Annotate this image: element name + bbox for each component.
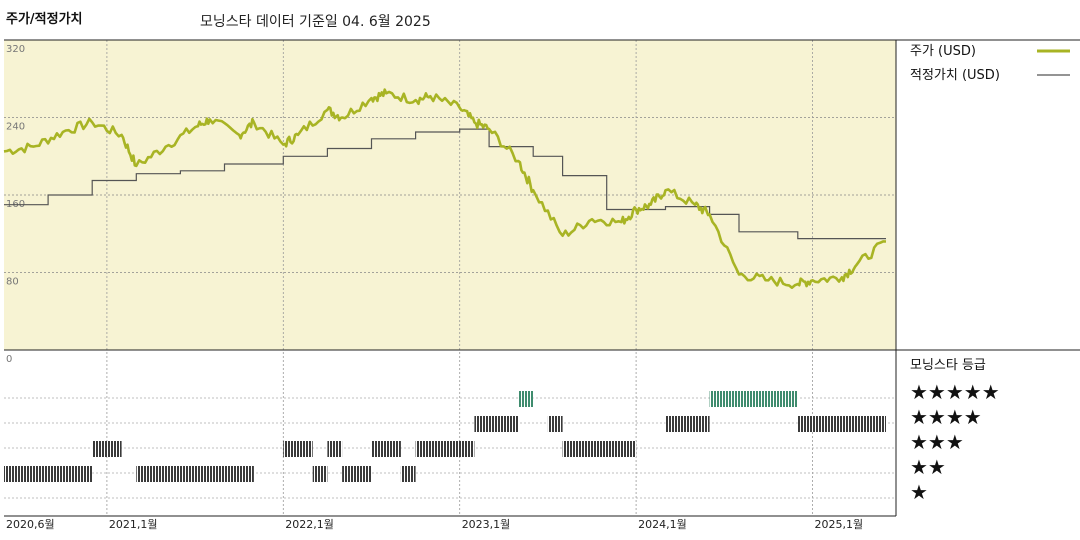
chart-subtitle: 모닝스타 데이터 기준일 04. 6월 2025 [200,14,431,30]
legend-fair-label: 적정가치 (USD) [910,68,1000,83]
rating-bar-segment [547,416,563,432]
rating-bar-segment [371,441,401,457]
rating-bar-segment [327,441,343,457]
star-rating-label: ★ [910,480,928,504]
x-tick-label: 2025,1월 [815,518,864,531]
rating-bar-segment [665,416,710,432]
legend-price-label: 주가 (USD) [910,44,976,59]
fair-value-line [4,128,886,240]
y-tick-label: 80 [6,277,19,288]
rating-bar-segment [92,441,122,457]
rating-bar-segment [518,391,534,407]
rating-bar-segment [400,466,416,482]
star-rating-label: ★★★ [910,430,964,454]
y-tick-label: 0 [6,354,12,365]
star-rating-label: ★★★★ [910,405,982,429]
rating-bar-segment [797,416,886,432]
star-rating-label: ★★★★★ [910,380,1000,404]
x-tick-label: 2023,1월 [462,518,511,531]
rating-bar-segment [4,466,93,482]
x-tick-label: 2022,1월 [285,518,334,531]
rating-bar-segment [283,441,313,457]
y-tick-label: 320 [6,44,25,55]
rating-bar-segment [415,441,475,457]
rating-bar-segment [474,416,519,432]
rating-bar-segment [136,466,254,482]
rating-bar-segment [342,466,372,482]
y-tick-label: 240 [6,122,25,133]
x-tick-label: 2024,1월 [638,518,687,531]
rating-bar-segment [709,391,798,407]
price-line [3,88,887,289]
x-tick-label: 2020,6월 [6,518,55,531]
chart-title: 주가/적정가치 [6,12,83,27]
star-rating-label: ★★ [910,455,946,479]
rating-bar-segment [562,441,637,457]
rating-bar-segment [312,466,328,482]
rating-title: 모닝스타 등급 [910,358,986,373]
x-tick-label: 2021,1월 [109,518,158,531]
